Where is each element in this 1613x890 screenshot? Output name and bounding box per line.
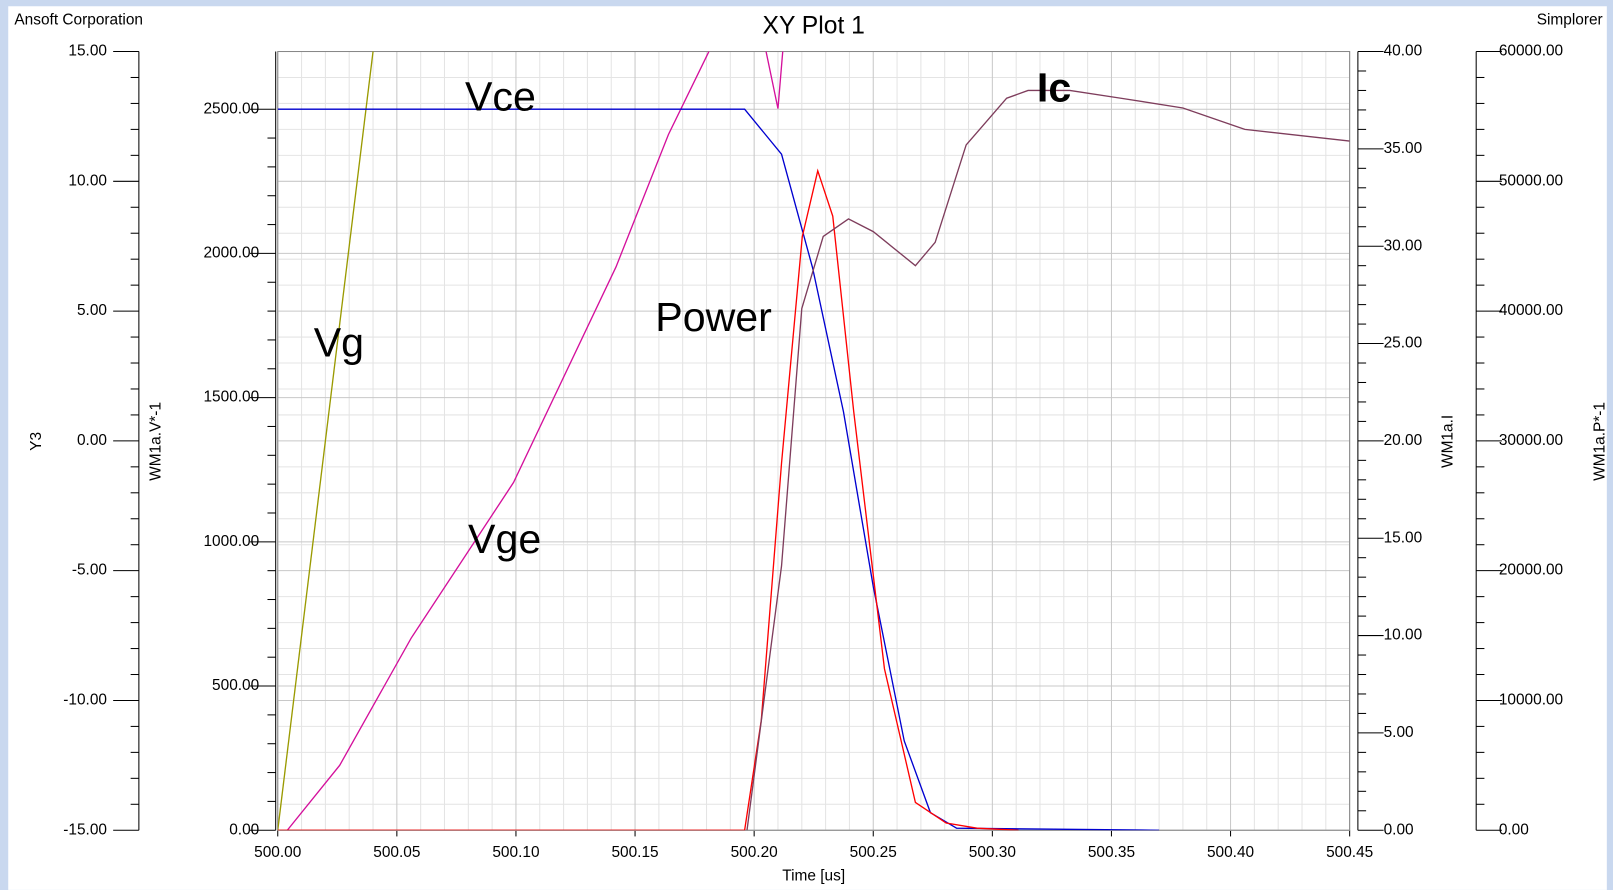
- x-tick-label: 500.05: [373, 844, 420, 861]
- x-tick-label: 500.00: [254, 844, 301, 861]
- y-axis-label: Y3: [28, 432, 45, 451]
- x-axis-label: Time [us]: [782, 868, 845, 885]
- y4-axis-label: WM1a.P*-1: [1592, 402, 1609, 481]
- y-tick-label: 30000.00: [1499, 432, 1563, 449]
- y-tick-label: 0.00: [229, 821, 259, 838]
- series-line: [277, 108, 1160, 831]
- y-tick-label: -5.00: [72, 562, 107, 579]
- series-line: [746, 89, 1350, 831]
- y-tick-label: 1000.00: [203, 533, 259, 550]
- x-tick-label: 500.20: [731, 844, 778, 861]
- y-tick-label: 20.00: [1384, 432, 1423, 449]
- chart-title: XY Plot 1: [762, 12, 864, 39]
- y3-axis-label: WM1a.I: [1439, 415, 1456, 468]
- x-tick-label: 500.15: [611, 844, 658, 861]
- chart-panel: [8, 6, 1607, 890]
- y2-axis-label: WM1a.V*-1: [147, 402, 164, 481]
- y-tick-label: 1500.00: [203, 389, 259, 406]
- annotation: Vce: [465, 74, 536, 120]
- y-tick-label: 0.00: [1499, 821, 1529, 838]
- y-tick-label: 5.00: [77, 302, 107, 319]
- y-tick-label: 35.00: [1384, 140, 1423, 157]
- x-tick-label: 500.30: [969, 844, 1016, 861]
- y-tick-label: 10.00: [1384, 627, 1423, 644]
- plot-area: [277, 51, 1350, 831]
- y-tick-label: 5.00: [1384, 724, 1414, 741]
- x-tick-label: 500.45: [1326, 844, 1373, 861]
- y-tick-label: 0.00: [77, 432, 107, 449]
- y-tick-label: 2500.00: [203, 100, 259, 117]
- y-tick-label: 500.00: [212, 677, 259, 694]
- series-line: [286, 51, 784, 831]
- y-tick-label: 40000.00: [1499, 302, 1563, 319]
- y-tick-label: -15.00: [63, 821, 107, 838]
- x-tick-label: 500.35: [1088, 844, 1135, 861]
- y-tick-label: 20000.00: [1499, 562, 1563, 579]
- annotation: Vge: [468, 516, 541, 562]
- plot-frame: [277, 51, 1351, 831]
- y-tick-label: 50000.00: [1499, 172, 1563, 189]
- y-tick-label: 10000.00: [1499, 692, 1563, 709]
- series-line: [277, 51, 374, 831]
- x-tick-label: 500.25: [850, 844, 897, 861]
- y-tick-label: 10.00: [68, 172, 107, 189]
- y-tick-label: 15.00: [1384, 529, 1423, 546]
- y-tick-label: 15.00: [68, 43, 107, 60]
- annotation: Vg: [314, 320, 364, 366]
- y-tick-label: -10.00: [63, 692, 107, 709]
- header-right: Simplorer: [1537, 12, 1603, 29]
- y-tick-label: 25.00: [1384, 335, 1423, 352]
- header-left: Ansoft Corporation: [14, 12, 143, 29]
- y-tick-label: 40.00: [1384, 43, 1423, 60]
- y-tick-label: 60000.00: [1499, 43, 1563, 60]
- y-tick-label: 30.00: [1384, 237, 1423, 254]
- x-tick-label: 500.40: [1207, 844, 1254, 861]
- y-tick-label: 0.00: [1384, 821, 1414, 838]
- annotation: Power: [655, 294, 772, 340]
- x-tick-label: 500.10: [492, 844, 539, 861]
- y-tick-label: 2000.00: [203, 244, 259, 261]
- annotation: Ic: [1037, 64, 1071, 110]
